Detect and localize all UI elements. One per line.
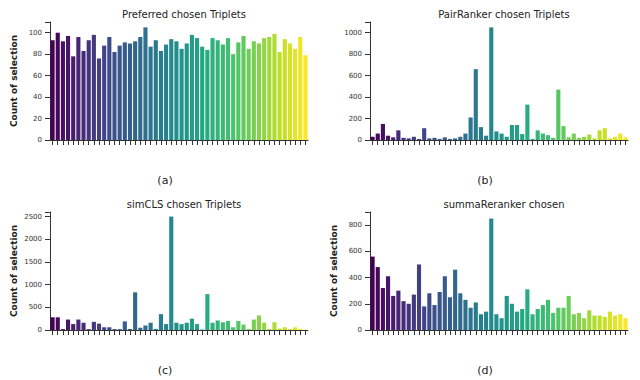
svg-text:0: 0	[358, 326, 362, 334]
svg-text:80: 80	[33, 50, 42, 58]
svg-text:2500: 2500	[24, 213, 42, 221]
svg-text:600: 600	[349, 247, 362, 255]
svg-text:Count of selection: Count of selection	[329, 225, 339, 317]
svg-text:800: 800	[349, 50, 362, 58]
svg-text:0: 0	[38, 326, 42, 334]
svg-text:simCLS chosen Triplets: simCLS chosen Triplets	[127, 199, 242, 210]
svg-text:summaReranker chosen: summaReranker chosen	[444, 199, 565, 210]
svg-text:100: 100	[29, 29, 42, 37]
svg-text:1000: 1000	[344, 29, 362, 37]
svg-text:2000: 2000	[24, 235, 42, 243]
svg-text:800: 800	[349, 221, 362, 229]
svg-text:1500: 1500	[24, 258, 42, 266]
svg-text:Preferred chosen Triplets: Preferred chosen Triplets	[122, 9, 246, 20]
svg-text:20: 20	[33, 115, 42, 123]
svg-text:PairRanker chosen Triplets: PairRanker chosen Triplets	[438, 9, 569, 20]
svg-text:(c): (c)	[158, 364, 173, 377]
svg-text:(d): (d)	[477, 364, 493, 377]
svg-text:200: 200	[349, 300, 362, 308]
svg-text:Count of selection: Count of selection	[9, 35, 19, 127]
svg-text:1000: 1000	[24, 281, 42, 289]
svg-text:Count of selection: Count of selection	[9, 225, 19, 317]
svg-text:(a): (a)	[157, 174, 172, 187]
svg-text:400: 400	[349, 93, 362, 101]
svg-text:600: 600	[349, 72, 362, 80]
svg-text:200: 200	[349, 115, 362, 123]
svg-text:500: 500	[29, 303, 42, 311]
svg-text:400: 400	[349, 274, 362, 282]
svg-text:0: 0	[38, 136, 42, 144]
svg-text:40: 40	[33, 93, 42, 101]
svg-text:(b): (b)	[477, 174, 493, 187]
svg-text:60: 60	[33, 72, 42, 80]
svg-text:0: 0	[358, 136, 362, 144]
